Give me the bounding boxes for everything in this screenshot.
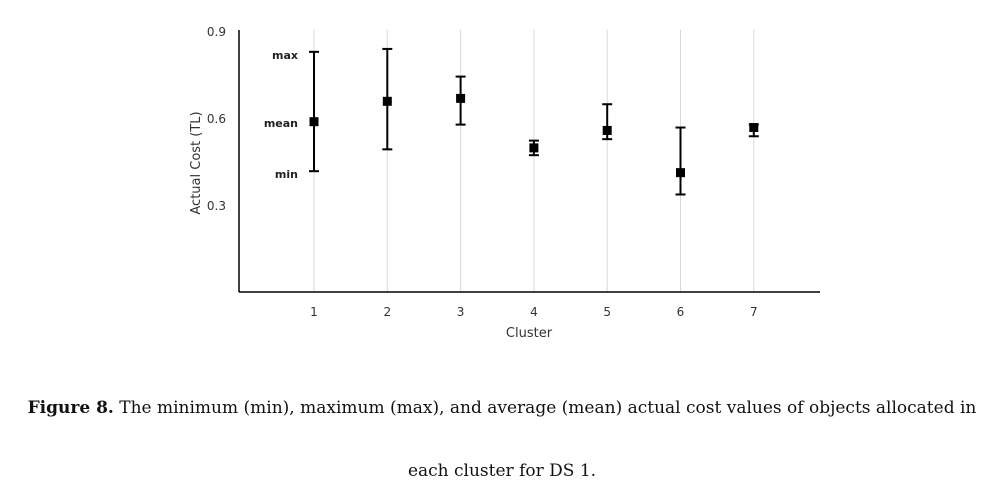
- caption-text-1: The minimum (min), maximum (max), and av…: [119, 398, 977, 418]
- gridlines: [313, 30, 755, 292]
- mean-point: [382, 96, 392, 106]
- y-tick-label: 0.6: [207, 112, 226, 126]
- mean-point: [749, 123, 759, 133]
- y-tick-labels: 0.9 0.6 0.3: [207, 25, 226, 213]
- y-tick-label: 0.9: [207, 25, 226, 39]
- y-axis-title: Actual Cost (TL): [189, 111, 204, 214]
- annotation-mean: mean: [264, 117, 298, 130]
- x-tick-label: 6: [677, 305, 685, 319]
- x-tick-label: 3: [457, 305, 465, 319]
- chart: 0.9 0.6 0.3 1 2 3 4 5 6 7 Cluster Actual Cost …: [189, 25, 820, 341]
- mean-point: [309, 117, 319, 127]
- x-tick-label: 5: [603, 305, 611, 319]
- annotation-min: min: [275, 168, 298, 181]
- data-marks: [309, 47, 759, 196]
- x-tick-label: 7: [750, 305, 758, 319]
- caption-text-2: each cluster for DS 1.: [407, 461, 597, 481]
- figure-caption-line-2: each cluster for DS 1.: [0, 461, 1004, 481]
- mean-point: [602, 125, 612, 135]
- x-tick-label: 4: [530, 305, 538, 319]
- y-tick-label: 0.3: [207, 199, 226, 213]
- figure-caption-line-1: Figure 8. The minimum (min), maximum (ma…: [0, 398, 1004, 418]
- mean-point: [676, 168, 685, 178]
- x-axis-title: Cluster: [506, 326, 553, 341]
- mean-point: [529, 143, 539, 153]
- annotation-max: max: [272, 49, 298, 62]
- x-tick-label: 1: [310, 305, 318, 319]
- x-tick-labels: 1 2 3 4 5 6 7: [310, 305, 757, 319]
- mean-point: [456, 93, 466, 103]
- figure-label: Figure 8.: [27, 398, 114, 418]
- x-tick-label: 2: [383, 305, 391, 319]
